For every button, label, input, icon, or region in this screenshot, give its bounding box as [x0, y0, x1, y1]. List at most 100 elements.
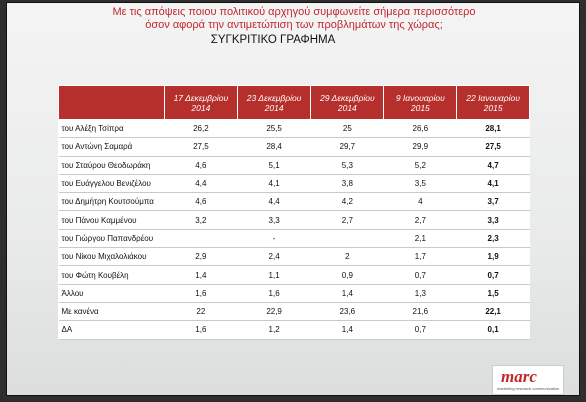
table-cell: 3,3 [237, 210, 311, 230]
comparison-table: 17 Δεκεμβρίου 2014 23 Δεκεμβρίου 2014 29 Δ… [58, 85, 530, 340]
title: Με τις απόψεις ποιου πολιτικού αρχηγού σ… [7, 6, 579, 32]
table-cell: 21,6 [383, 302, 457, 322]
row-label: του Πάνου Καμμένου [58, 210, 165, 230]
table-cell: 4 [383, 192, 457, 212]
slide: Με τις απόψεις ποιου πολιτικού αρχηγού σ… [6, 2, 580, 396]
table-cell: 29,7 [310, 137, 384, 157]
table-cell: 4,7 [456, 156, 530, 175]
table-cell [164, 229, 238, 249]
table-row: Άλλου 1,6 1,6 1,4 1,3 1,5 [58, 284, 530, 303]
table-cell: 4,1 [237, 174, 311, 194]
table-cell: 1,5 [456, 284, 530, 303]
logo-tagline: marketing research communication [497, 386, 560, 391]
logo-word: marc [501, 367, 537, 386]
table-cell: - [237, 229, 311, 249]
table-cell: 3,8 [310, 174, 384, 194]
table-cell: 2 [310, 247, 384, 267]
table-cell: 1,3 [383, 284, 457, 303]
table-cell: 3,7 [456, 192, 530, 212]
row-label: του Αντώνη Σαμαρά [58, 137, 165, 157]
table-row: Με κανένα 22 22,9 23,6 21,6 22,1 [58, 302, 530, 322]
table-cell: 4,1 [456, 174, 530, 194]
table-cell: 1,9 [456, 247, 530, 267]
table-cell: 5,1 [237, 156, 311, 175]
table-cell: 1,7 [383, 247, 457, 267]
row-label: του Γιώργου Παπανδρέου [58, 229, 165, 249]
table-cell: 5,3 [310, 156, 384, 175]
table-row: του Αντώνη Σαμαρά 27,5 28,4 29,7 29,9 27,5 [58, 137, 530, 157]
table-cell: 23,6 [310, 302, 384, 322]
header-cell [58, 85, 165, 120]
table-cell: 27,5 [164, 137, 238, 157]
table-row: του Πάνου Καμμένου 3,2 3,3 2,7 2,7 3,3 [58, 210, 530, 230]
table-cell: 1,4 [310, 284, 384, 303]
table-cell: 0,7 [383, 320, 457, 340]
table-cell: 22,1 [456, 302, 530, 322]
table-cell: 0,9 [310, 265, 384, 285]
table-cell: 1,4 [310, 320, 384, 340]
table-row: του Ευάγγελου Βενιζέλου 4,4 4,1 3,8 3,5 4,1 [58, 174, 530, 194]
title-line: Με τις απόψεις ποιου πολιτικού αρχηγού σ… [112, 6, 476, 18]
table-row: του Αλέξη Τσίπρα 26,2 25,5 25 26,6 28,1 [58, 119, 530, 139]
table-cell: 0,7 [456, 265, 530, 285]
row-label: του Ευάγγελου Βενιζέλου [58, 174, 165, 194]
table-cell: 3,5 [383, 174, 457, 194]
row-label: του Αλέξη Τσίπρα [58, 119, 165, 139]
table-cell: 2,4 [237, 247, 311, 267]
table-cell: 4,6 [164, 156, 238, 175]
row-label: του Σταύρου Θεοδωράκη [58, 156, 165, 175]
header-cell: 9 Ιανουαρίου 2015 [383, 85, 458, 120]
table-cell: 5,2 [383, 156, 457, 175]
table-cell: 2,7 [383, 210, 457, 230]
table-cell: 25,5 [237, 119, 311, 139]
table-cell: 2,9 [164, 247, 238, 267]
table-row: του Γιώργου Παπανδρέου - 2,1 2,3 [58, 229, 530, 249]
subtitle: ΣΥΓΚΡΙΤΙΚΟ ΓΡΑΦΗΜΑ [210, 34, 336, 46]
table-cell: 1,6 [164, 284, 238, 303]
row-label: Άλλου [58, 284, 165, 303]
table-cell: 1,1 [237, 265, 311, 285]
table-cell: 4,6 [164, 192, 238, 212]
row-label: ΔΑ [58, 320, 165, 340]
table-cell: 25 [310, 119, 384, 139]
table-cell: 4,4 [164, 174, 238, 194]
table-cell: 4,2 [310, 192, 384, 212]
table-cell: 0,1 [456, 320, 530, 340]
table-cell: 3,3 [456, 210, 530, 230]
table-cell: 27,5 [456, 137, 530, 157]
table-cell: 1,6 [237, 284, 311, 303]
table-cell: 22 [164, 302, 238, 322]
table-cell: 2,7 [310, 210, 384, 230]
table-cell: 2,3 [456, 229, 530, 249]
table-row: του Δημήτρη Κουτσούμπα 4,6 4,4 4,2 4 3,7 [58, 192, 530, 212]
header-cell: 23 Δεκεμβρίου 2014 [236, 85, 312, 120]
header-row: 17 Δεκεμβρίου 2014 23 Δεκεμβρίου 2014 29 Δ… [58, 85, 530, 120]
title-line: όσον αφορά την αντιμετώπιση των προβλημά… [145, 19, 443, 31]
table-row: του Φώτη Κουβέλη 1,4 1,1 0,9 0,7 0,7 [58, 265, 530, 285]
header-cell: 22 Ιανουαρίου 2015 [456, 85, 530, 120]
table-cell: 28,4 [237, 137, 311, 157]
table-row: του Σταύρου Θεοδωράκη 4,6 5,1 5,3 5,2 4,7 [58, 156, 530, 175]
table-cell: 3,2 [164, 210, 238, 230]
table-cell: 2,1 [383, 229, 457, 249]
row-label: Με κανένα [58, 302, 165, 322]
header-cell: 17 Δεκεμβρίου 2014 [163, 85, 238, 120]
table-cell [310, 229, 384, 249]
table-cell: 26,2 [164, 119, 238, 139]
table-cell: 28,1 [456, 119, 530, 139]
row-label: του Δημήτρη Κουτσούμπα [58, 192, 165, 212]
row-label: του Νίκου Μιχαλολιάκου [58, 247, 165, 267]
table-cell: 26,6 [383, 119, 457, 139]
table-row: ΔΑ 1,6 1,2 1,4 0,7 0,1 [58, 320, 530, 340]
table-cell: 1,2 [237, 320, 311, 340]
logo: marc marketing research communication [492, 365, 564, 395]
table-cell: 0,7 [383, 265, 457, 285]
table-cell: 22,9 [237, 302, 311, 322]
table-cell: 4,4 [237, 192, 311, 212]
table-cell: 29,9 [383, 137, 457, 157]
table-row: του Νίκου Μιχαλολιάκου 2,9 2,4 2 1,7 1,9 [58, 247, 530, 267]
table-cell: 1,4 [164, 265, 238, 285]
header-cell: 29 Δεκεμβρίου 2014 [310, 85, 385, 120]
table-cell: 1,6 [164, 320, 238, 340]
